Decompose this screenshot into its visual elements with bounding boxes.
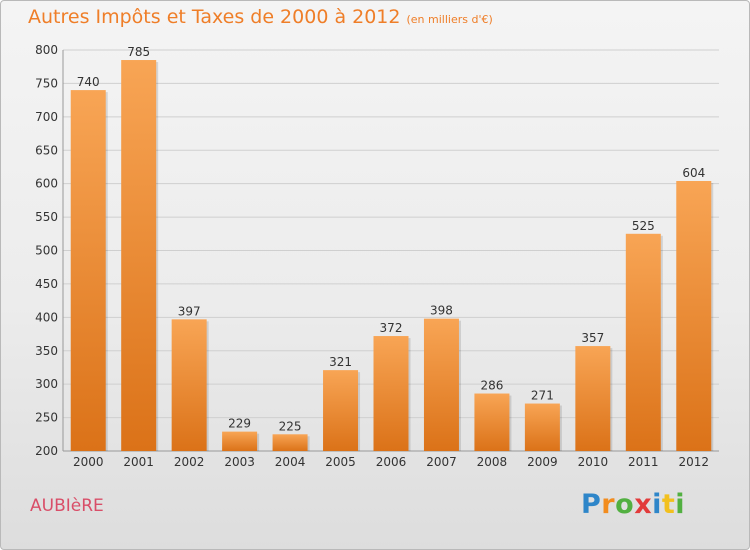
y-tick-label: 700 [35, 110, 58, 124]
bar-2004 [272, 434, 308, 451]
commune-name: AUBIèRE [30, 496, 104, 516]
bar-2001 [121, 60, 157, 452]
bar-2008 [474, 393, 510, 451]
chart-title: Autres Impôts et Taxes de 2000 à 2012 (en… [28, 6, 493, 28]
bar-value-label: 740 [77, 75, 100, 89]
bar-2005 [323, 370, 359, 451]
bar-value-label: 321 [329, 355, 352, 369]
bar-value-label: 286 [480, 379, 503, 393]
chart-unit: (en milliers d'€) [406, 13, 493, 26]
x-tick-label: 2002 [174, 455, 205, 469]
bar-value-label: 525 [632, 219, 655, 233]
y-tick-label: 500 [35, 244, 58, 258]
bars [70, 60, 714, 452]
bar-2003 [222, 431, 258, 451]
y-tick-label: 550 [35, 210, 58, 224]
bar-value-label: 229 [228, 417, 251, 431]
y-tick-label: 650 [35, 143, 58, 157]
bar-value-label: 271 [531, 389, 554, 403]
bar-value-label: 225 [279, 419, 302, 433]
bar-2002 [171, 319, 207, 451]
y-tick-label: 350 [35, 344, 58, 358]
data-labels: 740 785 397 229 225 321 372 398 286 271 357 525 604 [77, 45, 705, 433]
x-tick-label: 2012 [678, 455, 709, 469]
bar-value-label: 372 [380, 321, 403, 335]
bar-2006 [373, 336, 409, 451]
bar-2007 [423, 318, 459, 451]
x-tick-label: 2006 [376, 455, 407, 469]
logo-letter: o [615, 489, 635, 520]
y-tick-label: 200 [35, 444, 58, 458]
bar-value-label: 398 [430, 304, 453, 318]
y-tick-label: 300 [35, 377, 58, 391]
bar-2012 [676, 180, 712, 451]
x-tick-labels: 2000 2001 2002 2003 2004 2005 2006 2007 2008 2009… [73, 455, 709, 469]
x-tick-label: 2011 [628, 455, 659, 469]
logo-letter: x [634, 489, 653, 520]
x-tick-label: 2005 [325, 455, 356, 469]
bar-2011 [625, 233, 661, 451]
bar-value-label: 785 [127, 45, 150, 59]
logo-letter: P [581, 489, 602, 520]
x-tick-label: 2009 [527, 455, 558, 469]
x-tick-label: 2003 [224, 455, 255, 469]
bar-value-label: 604 [682, 166, 705, 180]
x-tick-label: 2008 [477, 455, 508, 469]
x-tick-label: 2004 [275, 455, 306, 469]
proxiti-logo: Proxiti [581, 489, 685, 520]
bar-value-label: 397 [178, 304, 201, 318]
x-tick-label: 2010 [578, 455, 609, 469]
y-tick-label: 600 [35, 177, 58, 191]
logo-letter: t [661, 489, 676, 520]
x-tick-label: 2001 [123, 455, 154, 469]
x-tick-label: 2007 [426, 455, 457, 469]
y-tick-label: 750 [35, 76, 58, 90]
y-tick-label: 800 [35, 43, 58, 57]
bar-2009 [524, 403, 560, 451]
chart-title-text: Autres Impôts et Taxes de 2000 à 2012 [28, 6, 401, 28]
x-tick-label: 2000 [73, 455, 104, 469]
logo-letter: i [675, 489, 686, 520]
bar-2010 [575, 346, 611, 451]
y-tick-label: 450 [35, 277, 58, 291]
bar-value-label: 357 [581, 331, 604, 345]
y-tick-label: 400 [35, 310, 58, 324]
logo-letter: r [601, 489, 616, 520]
y-tick-label: 250 [35, 411, 58, 425]
bar-2000 [70, 90, 106, 451]
y-tick-labels: 200 250 300 350 400 450 500 550 600 650 700 750 800 [35, 43, 58, 458]
logo-letter: i [652, 489, 662, 520]
